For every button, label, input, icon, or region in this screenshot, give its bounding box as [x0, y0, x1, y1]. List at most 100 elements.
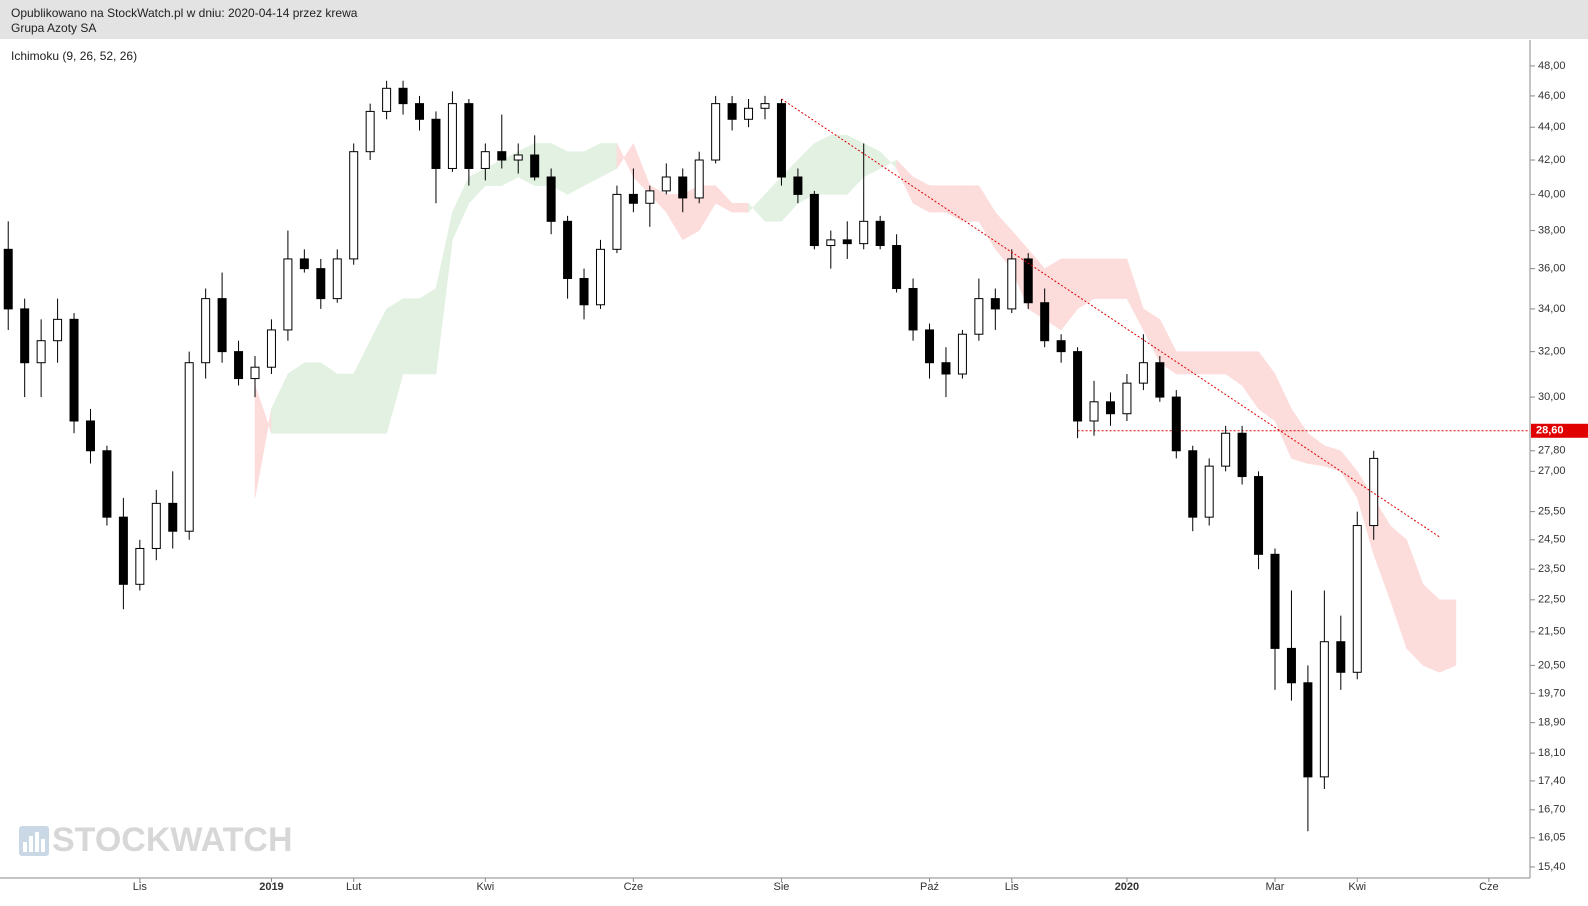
cloud-segment	[633, 143, 651, 196]
candle-body	[53, 318, 63, 342]
cloud-segment	[912, 176, 930, 213]
level-label: 28,60	[1536, 425, 1564, 437]
cloud-segment	[254, 385, 272, 498]
cloud-segment	[304, 362, 322, 434]
candle-body	[1254, 476, 1264, 555]
x-tick-label: Kwi	[1348, 881, 1366, 893]
candle-body	[85, 420, 95, 452]
y-tick-label: 16,70	[1538, 804, 1566, 816]
cloud-segment	[1340, 450, 1358, 499]
watermark-icon-bar	[29, 836, 33, 852]
watermark-text: STOCKWATCH	[52, 821, 293, 859]
cloud-segment	[1093, 258, 1111, 299]
cloud-segment	[715, 185, 733, 213]
x-tick-label: Cze	[1479, 881, 1499, 893]
candle-body	[925, 329, 935, 364]
candle-body	[661, 176, 671, 192]
candle-body	[875, 220, 885, 247]
y-tick-label: 34,00	[1538, 303, 1566, 315]
candle-body	[398, 87, 408, 105]
candle-body	[579, 277, 589, 306]
candle-body	[645, 190, 655, 204]
cloud-segment	[1258, 350, 1276, 422]
y-tick-label: 32,00	[1538, 346, 1566, 358]
cloud-segment	[271, 373, 289, 434]
candle-body	[480, 151, 490, 169]
candle-body	[283, 258, 293, 331]
candle-body	[1286, 647, 1296, 684]
candle-body	[941, 362, 951, 375]
candle-body	[217, 298, 227, 353]
cloud-segment	[600, 143, 618, 178]
candle-body	[694, 159, 704, 199]
candle-body	[1056, 340, 1066, 353]
candle-body	[1303, 682, 1313, 778]
candle-body	[415, 103, 425, 120]
y-tick-label: 15,40	[1538, 861, 1566, 873]
cloud-segment	[369, 308, 387, 434]
y-tick-label: 27,80	[1538, 445, 1566, 457]
cloud-segment	[1324, 445, 1342, 472]
x-tick-label: 2019	[259, 881, 283, 893]
candle-body	[744, 107, 754, 120]
y-tick-label: 18,90	[1538, 717, 1566, 729]
indicator-label: Ichimoku (9, 26, 52, 26)	[11, 49, 137, 63]
candle-body	[36, 340, 46, 364]
y-tick-label: 22,50	[1538, 594, 1566, 606]
x-tick-label: Kwi	[476, 881, 494, 893]
candle-body	[184, 362, 194, 532]
candle-body	[20, 308, 30, 364]
candle-body	[3, 248, 13, 310]
cloud-segment	[666, 194, 683, 241]
candle-body	[776, 103, 786, 178]
cloud-segment	[1307, 432, 1325, 467]
cloud-segment	[731, 203, 749, 213]
watermark: STOCKWATCH	[19, 821, 293, 859]
cloud-segment	[1126, 258, 1144, 331]
y-tick-label: 44,00	[1538, 121, 1566, 133]
candle-body	[447, 103, 457, 169]
y-tick-label: 19,70	[1538, 687, 1566, 699]
candle-body	[612, 193, 622, 250]
y-tick-label: 20,50	[1538, 659, 1566, 671]
cloud-segment	[1439, 599, 1457, 673]
cloud-segment	[1143, 308, 1161, 363]
y-tick-label: 23,50	[1538, 563, 1566, 575]
x-tick-label: 2020	[1115, 881, 1139, 893]
candle-body	[168, 502, 178, 532]
cloud-segment	[468, 168, 486, 204]
y-tick-label: 38,00	[1538, 224, 1566, 236]
candle-body	[69, 318, 79, 422]
candle-body	[201, 298, 211, 364]
candle-body	[250, 366, 260, 380]
watermark-icon-bar	[41, 839, 45, 852]
candle-body	[1336, 641, 1346, 673]
candle-body	[892, 245, 902, 289]
candle-body	[497, 151, 507, 161]
cloud-segment	[814, 134, 832, 195]
cloud-segment	[386, 298, 404, 434]
candle-body	[678, 176, 688, 199]
plot-layer: 48,00 46,00 44,00 42,00 40,00 38,00 36,00 34,00…	[0, 40, 1588, 893]
y-tick-label: 24,50	[1538, 534, 1566, 546]
candle-body	[151, 502, 161, 549]
candle-body	[332, 258, 342, 300]
cloud-segment	[863, 143, 881, 178]
candle-body	[1023, 258, 1033, 304]
cloud-segment	[583, 143, 601, 187]
candle-body	[266, 329, 276, 368]
candle-body	[842, 239, 852, 245]
y-tick-label: 18,10	[1538, 747, 1566, 759]
candle-body	[563, 220, 573, 279]
cloud-segment	[1389, 525, 1407, 649]
cloud-segment	[435, 212, 453, 375]
watermark-icon-bar	[23, 842, 27, 852]
candle-body	[365, 110, 375, 153]
watermark-icon-bar	[35, 832, 39, 852]
y-tick-label: 16,05	[1538, 832, 1566, 844]
x-tick-label: Paź	[920, 881, 939, 893]
y-tick-label: 21,50	[1538, 626, 1566, 638]
candle-body	[1270, 553, 1280, 649]
